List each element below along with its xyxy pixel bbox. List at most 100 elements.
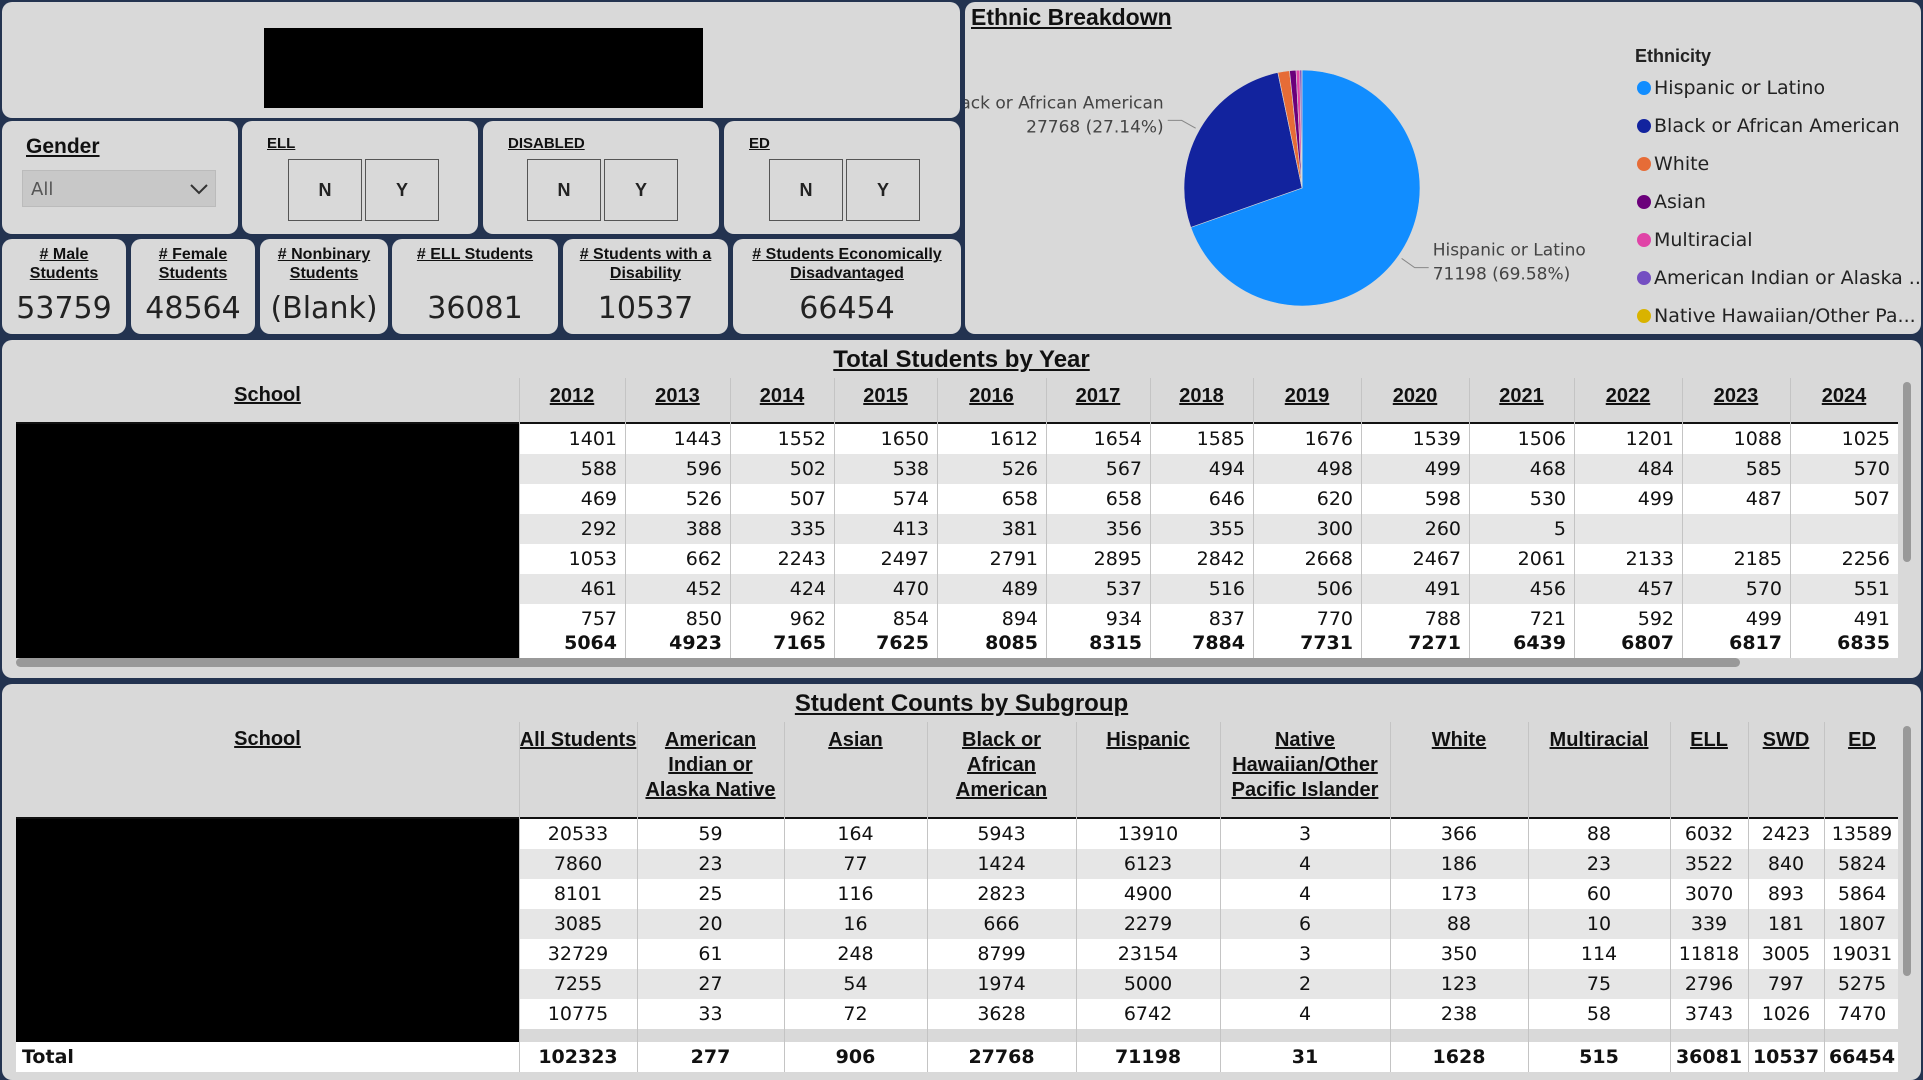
table-cell: 1807 <box>1837 913 1887 935</box>
table-cell: 658 <box>1105 488 1142 510</box>
header-cell: Multiracial <box>1549 729 1649 751</box>
kpi-card: # Female Students 48564 <box>131 239 255 334</box>
total-cell: 906 <box>835 1046 876 1068</box>
legend-label: Multiracial <box>1654 229 1753 251</box>
table-cell: 585 <box>1745 458 1782 480</box>
slicer-button[interactable]: Y <box>846 159 920 221</box>
leader-line <box>1167 119 1196 129</box>
header-cell: Hispanic <box>1106 729 1190 751</box>
table-cell: 1053 <box>568 548 617 570</box>
slicer-button[interactable]: N <box>527 159 601 221</box>
redacted-title <box>264 28 703 108</box>
total-cell: 66454 <box>1828 1046 1896 1068</box>
table-cell: 854 <box>892 608 929 630</box>
table-cell: 11818 <box>1678 943 1740 965</box>
h-scrollbar[interactable] <box>16 658 1740 667</box>
dropdown[interactable]: All <box>22 170 216 207</box>
table-cell: 20533 <box>547 823 609 845</box>
table-cell: 1612 <box>989 428 1038 450</box>
table-cell: 894 <box>1001 608 1038 630</box>
column-divider <box>519 378 520 658</box>
table-cell: 1539 <box>1412 428 1461 450</box>
card-label: # Students Economically Disadvantaged <box>752 246 942 282</box>
total-label: Total <box>22 1046 74 1068</box>
table-row <box>519 574 1898 604</box>
table-cell: 2423 <box>1761 823 1811 845</box>
column-divider <box>730 378 731 658</box>
header-cell: 2016 <box>969 385 1014 407</box>
slicer-button[interactable]: N <box>769 159 843 221</box>
table-cell: 20 <box>698 913 723 935</box>
column-divider <box>1682 378 1683 658</box>
ed-slicer: ED N Y <box>724 121 960 234</box>
table-cell: 592 <box>1637 608 1674 630</box>
header-cell: 2021 <box>1499 385 1544 407</box>
header-line <box>16 422 1898 424</box>
table-cell: 27 <box>698 973 723 995</box>
legend-label: Native Hawaiian/Other Pa... <box>1654 305 1916 327</box>
total-cell: 4923 <box>669 632 722 654</box>
data-label-value: 71198 (69.58%) <box>1433 265 1571 285</box>
legend-marker <box>1637 157 1651 171</box>
table-cell: 3005 <box>1761 943 1811 965</box>
total-cell: 71198 <box>1114 1046 1182 1068</box>
column-divider <box>1220 722 1221 1072</box>
header-cell: 2013 <box>655 385 700 407</box>
header-cell: White <box>1431 729 1487 751</box>
header-panel <box>2 2 960 118</box>
table-cell: 1552 <box>777 428 826 450</box>
table-cell: 1650 <box>880 428 929 450</box>
legend-label: Asian <box>1654 191 1706 213</box>
kpi-card: # Students with a Disability 10537 <box>563 239 728 334</box>
table-cell: 498 <box>1316 458 1353 480</box>
table-cell: 487 <box>1745 488 1782 510</box>
table-cell: 61 <box>698 943 723 965</box>
data-label-value: 27768 (27.14%) <box>1026 117 1164 137</box>
legend-label: American Indian or Alaska ... <box>1654 267 1921 289</box>
v-scrollbar[interactable] <box>1903 726 1911 976</box>
table-cell: 23154 <box>1117 943 1179 965</box>
pie-slice <box>1190 69 1421 307</box>
total-cell: 515 <box>1579 1046 1619 1068</box>
column-divider <box>1748 722 1749 1072</box>
legend-title: Ethnicity <box>1635 46 1711 66</box>
table-row <box>519 849 1898 879</box>
table-cell: 797 <box>1767 973 1805 995</box>
table-cell: 33 <box>698 1003 723 1025</box>
table-cell: 2668 <box>1304 548 1353 570</box>
slicer-button[interactable]: Y <box>604 159 678 221</box>
table-title: Total Students by Year <box>833 346 1090 373</box>
table-cell: 526 <box>1001 458 1038 480</box>
column-divider <box>1528 722 1529 1072</box>
table-cell: 2 <box>1298 973 1312 995</box>
table-cell: 499 <box>1637 488 1674 510</box>
table-cell: 13910 <box>1117 823 1179 845</box>
table-cell: 757 <box>580 608 617 630</box>
v-scrollbar[interactable] <box>1903 382 1911 562</box>
card-value: 66454 <box>799 291 895 326</box>
table-cell: 840 <box>1767 853 1805 875</box>
table-cell: 2133 <box>1625 548 1674 570</box>
table-cell: 3743 <box>1684 1003 1734 1025</box>
table-cell: 570 <box>1853 458 1890 480</box>
card-label: # ELL Students <box>416 246 534 263</box>
slicer-button[interactable]: N <box>288 159 362 221</box>
table-cell: 620 <box>1316 488 1353 510</box>
table-cell: 567 <box>1105 458 1142 480</box>
table-cell: 60 <box>1586 883 1612 905</box>
table-cell: 530 <box>1529 488 1566 510</box>
column-divider <box>1469 378 1470 658</box>
table-row <box>519 879 1898 909</box>
table-cell: 2279 <box>1123 913 1173 935</box>
table-cell: 356 <box>1105 518 1142 540</box>
table-cell: 658 <box>1001 488 1038 510</box>
slicer-button[interactable]: Y <box>365 159 439 221</box>
card-value: 36081 <box>427 291 523 326</box>
table-cell: 3 <box>1298 943 1312 965</box>
table-cell: 491 <box>1853 608 1890 630</box>
legend-marker <box>1637 271 1651 285</box>
disabled-slicer: DISABLED N Y <box>483 121 719 234</box>
table-cell: 2791 <box>989 548 1038 570</box>
header-cell: All Students <box>519 729 637 751</box>
table-cell: 335 <box>789 518 826 540</box>
